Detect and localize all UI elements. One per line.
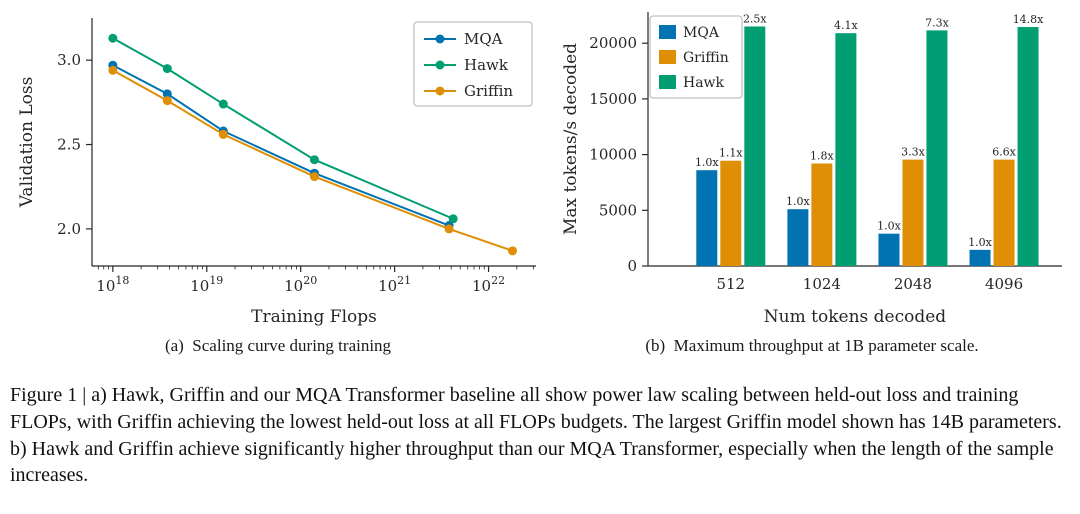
svg-text:1.0x: 1.0x bbox=[968, 236, 992, 249]
svg-text:1.1x: 1.1x bbox=[719, 147, 743, 160]
svg-text:14.8x: 14.8x bbox=[1013, 13, 1044, 26]
svg-text:1.0x: 1.0x bbox=[786, 195, 810, 208]
svg-text:1019: 1019 bbox=[190, 274, 223, 295]
svg-text:Griffin: Griffin bbox=[683, 50, 729, 66]
svg-text:2.5x: 2.5x bbox=[743, 12, 767, 25]
svg-text:1024: 1024 bbox=[803, 275, 841, 293]
svg-text:7.3x: 7.3x bbox=[925, 16, 949, 29]
svg-text:Num tokens decoded: Num tokens decoded bbox=[764, 307, 946, 327]
svg-text:1.0x: 1.0x bbox=[695, 156, 719, 169]
svg-text:0: 0 bbox=[627, 257, 637, 275]
svg-text:15000: 15000 bbox=[589, 90, 637, 108]
svg-text:3.3x: 3.3x bbox=[901, 146, 925, 159]
svg-text:Hawk: Hawk bbox=[464, 56, 509, 74]
svg-text:1.0x: 1.0x bbox=[877, 220, 901, 233]
svg-text:1020: 1020 bbox=[284, 274, 317, 295]
svg-text:Training Flops: Training Flops bbox=[251, 307, 377, 327]
svg-text:Hawk: Hawk bbox=[683, 75, 725, 91]
svg-text:10000: 10000 bbox=[589, 146, 637, 164]
svg-text:3.0: 3.0 bbox=[57, 51, 81, 69]
svg-text:6.6x: 6.6x bbox=[992, 146, 1016, 159]
svg-text:2048: 2048 bbox=[894, 275, 932, 293]
svg-text:5000: 5000 bbox=[599, 201, 637, 219]
svg-text:Validation Loss: Validation Loss bbox=[17, 77, 37, 209]
svg-text:1018: 1018 bbox=[96, 274, 129, 295]
figure-caption: Figure 1 | a) Hawk, Griffin and our MQA … bbox=[10, 384, 1062, 487]
svg-text:1021: 1021 bbox=[378, 274, 411, 295]
svg-text:20000: 20000 bbox=[589, 34, 637, 52]
svg-text:4096: 4096 bbox=[985, 275, 1023, 293]
svg-text:4.1x: 4.1x bbox=[834, 19, 858, 32]
svg-text:Griffin: Griffin bbox=[464, 82, 513, 100]
subfigure-b: 0 5000 10000 15000 20000 512 1.0x 1.1x 2.5x 1024 1… bbox=[552, 4, 1072, 356]
svg-text:2.0: 2.0 bbox=[57, 220, 81, 238]
svg-text:512: 512 bbox=[716, 275, 745, 293]
svg-text:1022: 1022 bbox=[472, 274, 505, 295]
svg-text:MQA: MQA bbox=[683, 25, 720, 41]
svg-text:1.8x: 1.8x bbox=[810, 150, 834, 163]
svg-text:2.5: 2.5 bbox=[57, 136, 81, 154]
subfigure-a: 1018 1019 1020 1021 1022 2.0 2.5 3.0 Training Fl… bbox=[8, 4, 548, 356]
scaling-line-chart: 1018 1019 1020 1021 1022 2.0 2.5 3.0 Training Fl… bbox=[17, 18, 536, 327]
figure-row: 1018 1019 1020 1021 1022 2.0 2.5 3.0 Training Fl… bbox=[8, 4, 1072, 356]
subcaption-b: (b) Maximum throughput at 1B parameter s… bbox=[645, 336, 979, 355]
svg-text:Max tokens/s decoded: Max tokens/s decoded bbox=[561, 43, 581, 235]
svg-text:MQA: MQA bbox=[464, 30, 503, 48]
subcaption-a: (a) Scaling curve during training bbox=[164, 336, 392, 355]
throughput-bar-chart: 050001000015000200005121.0x1.1x2.5x10241… bbox=[561, 12, 1062, 327]
